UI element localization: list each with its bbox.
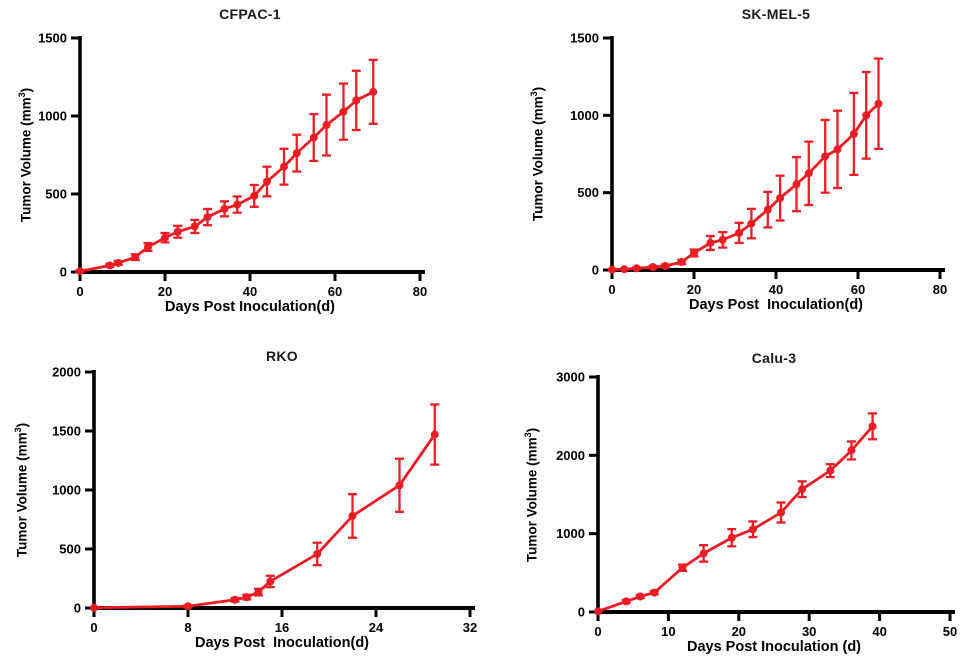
- data-markers: [594, 422, 877, 616]
- axes: [78, 36, 425, 274]
- x-axis-label: Days Post Inoculation(d): [165, 299, 335, 315]
- y-tick-label: 1000: [38, 109, 67, 124]
- x-axis-label: Days Post Inoculation(d): [194, 635, 369, 651]
- y-axis-label: Tumor Volume (mm3): [523, 427, 540, 562]
- x-tick-label: 60: [851, 282, 865, 297]
- x-tick-label: 80: [413, 284, 427, 299]
- y-tick-label: 1500: [570, 31, 599, 46]
- x-tick-label: 20: [732, 624, 746, 639]
- x-tick-label: 20: [687, 282, 701, 297]
- y-tick-label: 1000: [570, 108, 599, 123]
- y-tick-label: 500: [45, 187, 67, 202]
- y-tick-label: 2000: [52, 365, 81, 380]
- data-markers: [90, 430, 439, 612]
- x-axis-ticks: 0 8 16 24 32: [90, 610, 477, 635]
- y-tick-label: 0: [592, 263, 599, 278]
- chart-canvas: 0 8 16 24 32 0 500 1000 1500 2000: [52, 365, 477, 636]
- x-tick-label: 16: [275, 620, 289, 635]
- y-axis-label: Tumor Volume (mm3): [13, 422, 30, 558]
- chart-panel-cfpac1: 0 20 40 60 80 0 500 1000 1500 CFPAC-1 Days Post …: [0, 0, 488, 332]
- data-line: [79, 90, 374, 273]
- data-markers: [608, 99, 883, 274]
- x-axis-label: Days Post Inoculation(d): [688, 297, 863, 313]
- data-line: [597, 425, 874, 613]
- data-markers: [76, 87, 378, 276]
- x-tick-label: 30: [802, 624, 816, 639]
- error-bars: [621, 412, 878, 604]
- y-tick-label: 0: [578, 605, 585, 620]
- data-line: [93, 433, 436, 610]
- x-axis-label: Days Post Inoculation (d): [686, 639, 861, 655]
- error-bars: [183, 403, 440, 609]
- chart-panel-rko: 0 8 16 24 32 0 500 1000 1500 2000 RKO Days Post I…: [0, 332, 488, 664]
- x-tick-label: 0: [608, 282, 615, 297]
- y-axis-ticks: 0 500 1000 1500: [570, 31, 612, 278]
- y-tick-label: 1000: [556, 526, 585, 541]
- x-tick-label: 20: [158, 284, 172, 299]
- y-tick-label: 0: [74, 601, 81, 616]
- x-axis-ticks: 0 20 40 60 80: [608, 272, 947, 297]
- x-tick-label: 40: [769, 282, 783, 297]
- x-tick-label: 50: [943, 624, 957, 639]
- x-tick-label: 40: [243, 284, 257, 299]
- error-bars: [75, 58, 378, 274]
- chart-title: SK-MEL-5: [741, 6, 811, 22]
- y-axis-ticks: 0 500 1000 1500 2000: [52, 365, 94, 616]
- x-tick-label: 0: [594, 624, 601, 639]
- y-axis-label: Tumor Volume (mm3): [17, 87, 34, 223]
- x-tick-label: 10: [661, 624, 675, 639]
- y-tick-label: 1000: [52, 483, 81, 498]
- x-tick-label: 32: [463, 620, 477, 635]
- x-axis-ticks: 0 10 20 30 40 50: [594, 614, 957, 639]
- y-tick-label: 2000: [556, 448, 585, 463]
- x-tick-label: 0: [76, 284, 83, 299]
- y-tick-label: 500: [59, 542, 81, 557]
- axes: [596, 375, 955, 614]
- y-tick-label: 500: [577, 185, 599, 200]
- chart-title: CFPAC-1: [219, 6, 281, 22]
- x-tick-label: 80: [933, 282, 947, 297]
- x-axis-ticks: 0 20 40 60 80: [76, 274, 427, 299]
- y-tick-label: 3000: [556, 370, 585, 385]
- y-tick-label: 1500: [52, 424, 81, 439]
- chart-canvas: 0 10 20 30 40 50 0 1000 2000 3000: [556, 370, 957, 640]
- y-axis-ticks: 0 1000 2000 3000: [556, 370, 598, 620]
- x-tick-label: 24: [369, 620, 384, 635]
- chart-panel-skmel5: 0 20 40 60 80 0 500 1000 1500 SK-MEL-5 Days Post…: [488, 0, 976, 332]
- x-tick-label: 40: [872, 624, 886, 639]
- axes: [610, 36, 945, 272]
- y-tick-label: 0: [60, 265, 67, 280]
- chart-canvas: 0 20 40 60 80 0 500 1000 1500: [570, 31, 947, 298]
- chart-canvas: 0 20 40 60 80 0 500 1000 1500: [38, 31, 427, 300]
- y-axis-label: Tumor Volume (mm3): [529, 86, 546, 222]
- chart-panel-calu3: 0 10 20 30 40 50 0 1000 2000 3000 Calu-3 Days Pos…: [488, 332, 976, 664]
- x-tick-label: 0: [90, 620, 97, 635]
- y-tick-label: 1500: [38, 31, 67, 46]
- x-tick-label: 8: [184, 620, 191, 635]
- chart-title: Calu-3: [751, 350, 797, 366]
- y-axis-ticks: 0 500 1000 1500: [38, 31, 80, 280]
- error-bars: [619, 57, 883, 271]
- x-tick-label: 60: [328, 284, 342, 299]
- chart-title: RKO: [265, 348, 298, 364]
